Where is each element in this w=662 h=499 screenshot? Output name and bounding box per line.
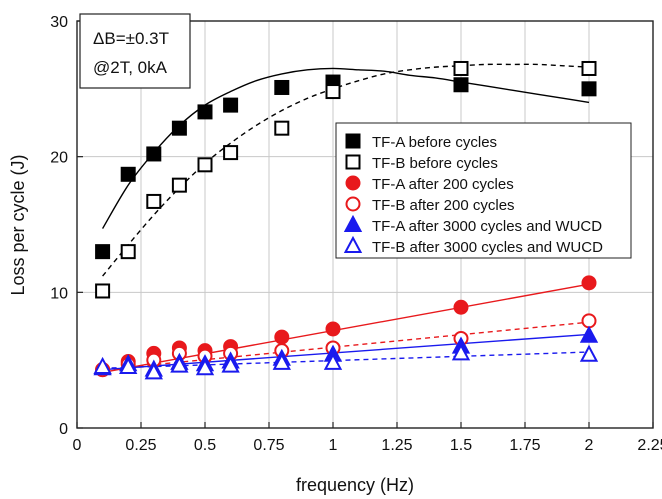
legend-label: TF-B before cycles: [372, 155, 498, 172]
legend-label: TF-A after 3000 cycles and WUCD: [372, 218, 602, 235]
data-point: [146, 193, 162, 209]
data-point: [323, 352, 343, 370]
legend-marker: [345, 175, 361, 191]
y-tick-label: 30: [50, 14, 68, 31]
x-tick-label: 1.5: [450, 437, 472, 454]
legend-marker: [345, 196, 361, 212]
data-point: [95, 244, 111, 260]
legend-label: TF-A before cycles: [372, 134, 497, 151]
data-point: [171, 177, 187, 193]
x-tick-label: 0.25: [125, 437, 156, 454]
legend-marker: [343, 214, 363, 232]
data-point: [579, 325, 599, 343]
data-point: [95, 283, 111, 299]
legend-marker: [345, 154, 361, 170]
data-point: [195, 358, 215, 376]
x-tick-label: 2.25: [637, 437, 662, 454]
legend-marker: [345, 133, 361, 149]
annotation-box: ΔB=±0.3T @2T, 0kA: [79, 13, 191, 89]
data-point: [120, 166, 136, 182]
x-tick-label: 2: [585, 437, 594, 454]
data-point: [325, 321, 341, 337]
data-point: [197, 157, 213, 173]
legend-label: TF-A after 200 cycles: [372, 176, 514, 193]
y-tick-label: 10: [50, 285, 68, 302]
data-point: [581, 275, 597, 291]
data-point: [223, 145, 239, 161]
y-axis-label: Loss per cycle (J): [8, 154, 28, 295]
y-tick-label: 20: [50, 150, 68, 167]
data-point: [119, 356, 138, 374]
data-point: [171, 120, 187, 136]
data-markers: [93, 60, 599, 380]
data-point: [144, 362, 163, 380]
data-point: [223, 97, 239, 113]
data-point: [120, 244, 136, 260]
data-point: [93, 356, 112, 374]
data-point: [581, 60, 597, 76]
data-point: [579, 344, 599, 362]
y-tick-label: 0: [59, 421, 68, 438]
annotation-line-1: ΔB=±0.3T: [93, 29, 169, 48]
data-point: [146, 146, 162, 162]
legend-label: TF-B after 200 cycles: [372, 197, 515, 214]
annotation-line-2: @2T, 0kA: [93, 58, 168, 77]
x-tick-label: 1.75: [509, 437, 540, 454]
axis-ticks: 0 0.25 0.5 0.75 1 1.25 1.5 1.75 2 2.25 0 10 20 30: [50, 14, 662, 454]
x-axis-label: frequency (Hz): [296, 475, 414, 495]
data-point: [274, 79, 290, 95]
data-point: [325, 84, 341, 100]
data-point: [581, 313, 597, 329]
data-point: [221, 355, 240, 373]
plot-frame: [76, 20, 654, 429]
legend: TF-A before cycles TF-B before cycles TF-A…: [335, 122, 632, 259]
x-tick-label: 0.75: [253, 437, 284, 454]
data-point: [274, 120, 290, 136]
x-tick-label: 0: [73, 437, 82, 454]
data-point: [274, 329, 290, 345]
data-point: [581, 81, 597, 97]
data-point: [272, 352, 291, 370]
x-tick-label: 1.25: [381, 437, 412, 454]
data-point: [453, 60, 469, 76]
data-point: [453, 299, 469, 315]
x-tick-label: 1: [329, 437, 338, 454]
data-point: [453, 77, 469, 93]
legend-marker: [343, 235, 363, 253]
legend-label: TF-B after 3000 cycles and WUCD: [372, 239, 603, 256]
data-point: [170, 355, 189, 373]
data-point: [197, 104, 213, 120]
data-point: [451, 343, 471, 361]
x-tick-label: 0.5: [194, 437, 216, 454]
